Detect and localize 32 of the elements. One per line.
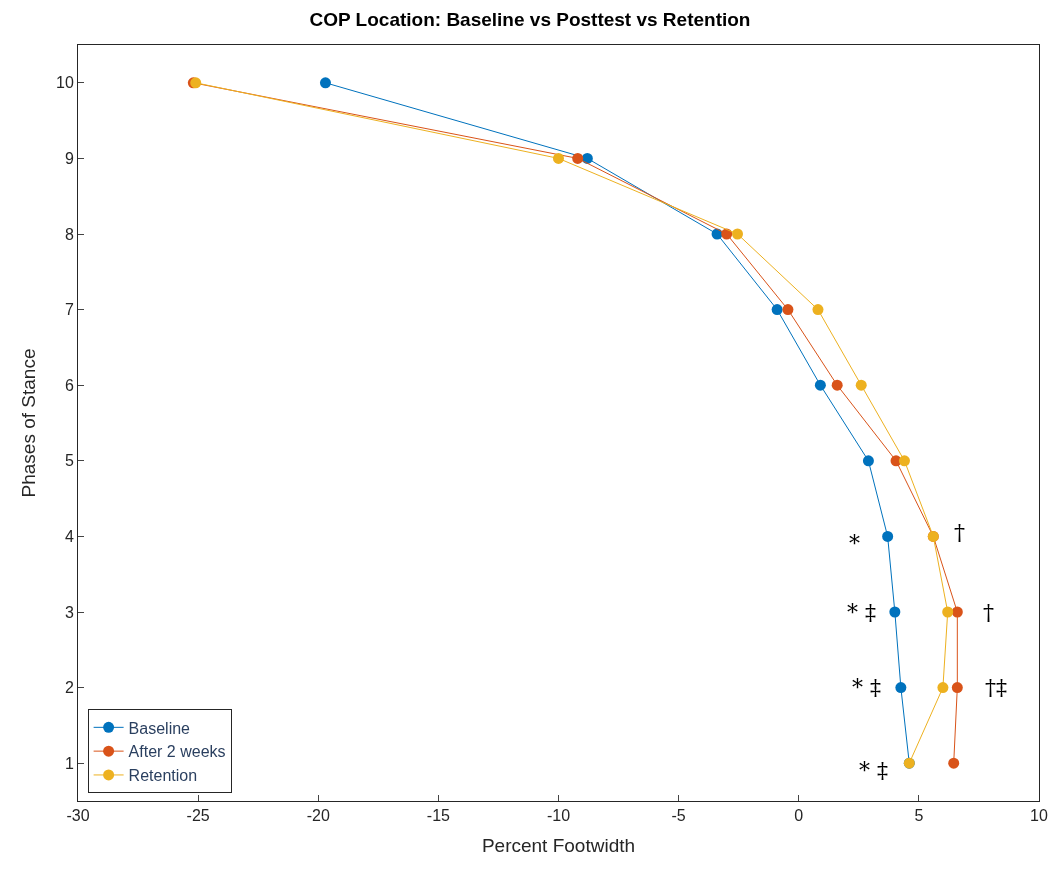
annotation: * ‡	[859, 758, 888, 783]
x-tick-label: -20	[306, 807, 330, 825]
y-tick-label: 2	[64, 679, 74, 697]
y-tick-label: 7	[64, 301, 74, 319]
annotation: *	[849, 531, 860, 556]
annotation: †‡	[985, 675, 1007, 700]
y-tick-label: 5	[64, 452, 74, 470]
y-tick-label: 6	[64, 376, 74, 394]
y-tick-label: 8	[64, 225, 74, 243]
legend-label: After 2 weeks	[128, 743, 226, 761]
annotation: * ‡	[852, 675, 881, 700]
annotation: †	[983, 600, 994, 625]
x-tick-label: -5	[671, 807, 686, 825]
y-tick-label: 3	[64, 603, 74, 621]
legend-label: Retention	[128, 767, 198, 785]
annotation: †	[954, 520, 965, 545]
y-tick-label: 4	[64, 528, 74, 545]
y-tick-label: 1	[64, 754, 74, 772]
x-tick-label: -10	[546, 807, 571, 825]
x-tick-label: -30	[66, 807, 90, 825]
annotation: * ‡	[847, 600, 876, 625]
y-tick-label: 10	[56, 74, 74, 92]
y-tick-label: 9	[64, 150, 74, 167]
chart-title: COP Location: Baseline vs Posttest vs Retention	[309, 9, 751, 31]
x-tick-label: -25	[186, 807, 210, 825]
y-axis-title: Phases of Stance	[17, 348, 39, 498]
x-axis-title: Percent Footwidth	[481, 835, 636, 856]
x-tick-label: 5	[914, 807, 924, 825]
legend-label: Baseline	[128, 719, 191, 737]
x-tick-label: -15	[426, 807, 451, 825]
x-tick-label: 10	[1030, 807, 1048, 825]
x-tick-label: 0	[794, 807, 804, 825]
